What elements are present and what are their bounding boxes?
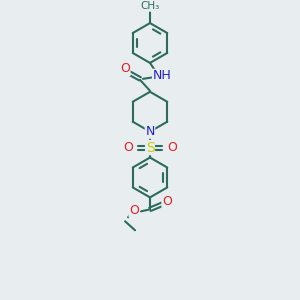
Text: O: O <box>167 141 177 154</box>
Text: O: O <box>120 62 130 75</box>
Text: O: O <box>129 204 139 217</box>
Text: O: O <box>123 141 133 154</box>
Text: N: N <box>145 125 155 138</box>
Text: O: O <box>162 195 172 208</box>
Text: NH: NH <box>153 69 171 82</box>
Text: S: S <box>146 141 154 154</box>
Text: CH₃: CH₃ <box>140 1 160 11</box>
